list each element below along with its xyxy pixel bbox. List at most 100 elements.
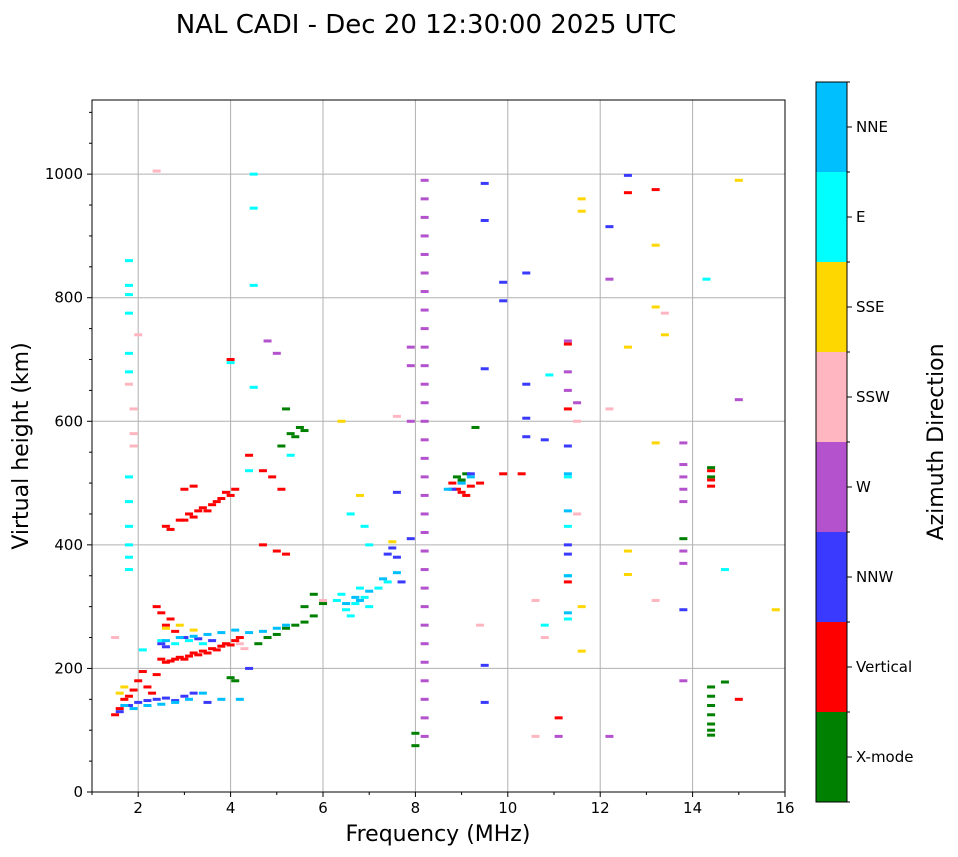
echo-point — [679, 561, 688, 565]
echo-point — [563, 388, 572, 392]
colorbar-tick-label: E — [856, 208, 865, 226]
echo-point — [420, 623, 429, 627]
echo-point — [300, 429, 309, 433]
echo-point — [171, 699, 180, 703]
echo-point — [623, 173, 632, 177]
echo-point — [175, 636, 184, 640]
echo-point — [355, 586, 364, 590]
echo-point — [258, 629, 267, 633]
echo-point — [249, 172, 258, 176]
echo-point — [161, 645, 170, 649]
echo-point — [337, 592, 346, 596]
echo-point — [124, 694, 133, 698]
echo-point — [157, 642, 166, 646]
echo-point — [457, 478, 466, 482]
echo-point — [124, 543, 133, 547]
echo-point — [332, 598, 341, 602]
echo-point — [563, 552, 572, 556]
echo-point — [466, 475, 475, 479]
echo-point — [573, 419, 582, 423]
echo-point — [231, 628, 240, 632]
echo-point — [360, 595, 369, 599]
echo-point — [245, 666, 254, 670]
echo-point — [124, 704, 133, 707]
echo-point — [124, 475, 133, 479]
echo-point — [355, 598, 364, 602]
echo-point — [185, 512, 194, 516]
echo-point — [124, 351, 133, 355]
colorbar-tick-label: SSE — [856, 298, 885, 316]
echo-point — [623, 549, 632, 553]
echo-point — [157, 702, 166, 706]
echo-point — [208, 503, 217, 507]
echo-point — [180, 657, 189, 661]
echo-point — [189, 691, 198, 695]
echo-point — [203, 632, 212, 636]
echo-point — [268, 475, 277, 479]
echo-point — [707, 478, 716, 482]
echo-point — [563, 611, 572, 615]
echo-point — [452, 487, 461, 491]
echo-point — [124, 370, 133, 374]
echo-point — [406, 419, 415, 423]
echo-point — [124, 311, 133, 315]
echo-point — [480, 663, 489, 667]
y-tick-label: 1000 — [45, 165, 83, 183]
echo-point — [420, 734, 429, 738]
echo-point — [651, 243, 660, 247]
y-axis-label: Virtual height (km) — [9, 342, 34, 549]
echo-point — [476, 623, 485, 627]
echo-point — [226, 676, 235, 680]
echo-point — [157, 657, 166, 661]
echo-point — [309, 614, 318, 618]
echo-point — [235, 642, 244, 646]
echo-point — [605, 407, 614, 411]
echo-point — [291, 435, 300, 439]
echo-point — [448, 487, 457, 491]
echo-point — [531, 598, 540, 602]
echo-point — [605, 225, 614, 229]
echo-point — [249, 206, 258, 210]
colorbar-tick-label: SSW — [856, 388, 890, 406]
echo-point — [420, 364, 429, 368]
echo-point — [180, 694, 189, 698]
echo-point — [189, 634, 198, 638]
echo-point — [166, 617, 175, 621]
echo-point — [679, 679, 688, 683]
echo-point — [115, 707, 124, 711]
echo-point — [573, 401, 582, 405]
echo-point — [129, 688, 138, 692]
echo-point — [272, 549, 281, 553]
echo-point — [476, 481, 485, 485]
echo-point — [707, 484, 716, 488]
echo-point — [420, 419, 429, 423]
x-axis-label: Frequency (MHz) — [346, 822, 531, 847]
echo-point — [272, 632, 281, 636]
echo-point — [420, 234, 429, 238]
echo-point — [120, 704, 129, 707]
echo-point — [374, 586, 383, 590]
echo-point — [258, 543, 267, 547]
echo-point — [157, 611, 166, 615]
echo-point — [300, 620, 309, 624]
echo-point — [171, 700, 180, 704]
echo-point — [420, 475, 429, 479]
echo-point — [249, 385, 258, 389]
echo-point — [175, 655, 184, 659]
echo-point — [217, 697, 226, 701]
echo-point — [540, 623, 549, 627]
echo-point — [148, 691, 157, 695]
echo-point — [198, 691, 207, 695]
echo-point — [175, 623, 184, 627]
echo-point — [342, 602, 351, 606]
echo-point — [623, 345, 632, 349]
echo-point — [411, 744, 420, 748]
echo-point — [134, 333, 143, 337]
echo-point — [577, 197, 586, 201]
echo-point — [365, 589, 374, 593]
colorbar-segment — [816, 442, 847, 532]
echo-point — [480, 367, 489, 371]
y-tick-label: 800 — [54, 289, 83, 307]
echo-point — [545, 373, 554, 377]
